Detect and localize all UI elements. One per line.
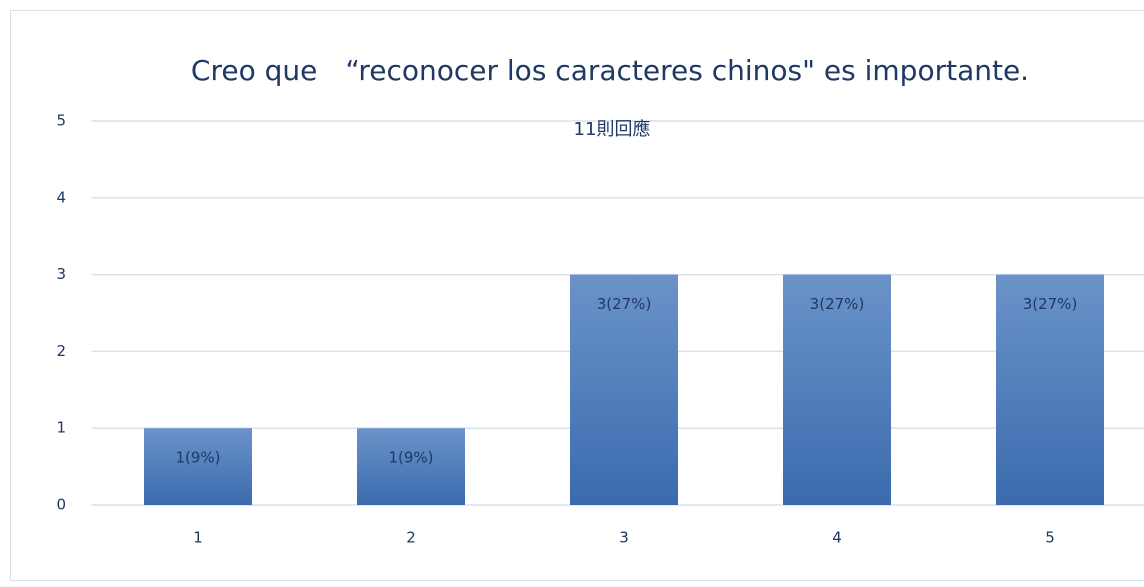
x-tick-label: 3	[619, 529, 629, 547]
data-label: 3(27%)	[1023, 295, 1078, 313]
y-tick-label: 4	[56, 188, 66, 206]
y-tick-label: 2	[56, 342, 66, 360]
x-tick-label: 2	[406, 529, 416, 547]
bar	[144, 428, 252, 505]
y-tick-label: 3	[56, 265, 66, 283]
bar	[783, 274, 891, 505]
data-label: 3(27%)	[810, 295, 865, 313]
y-tick-label: 0	[56, 496, 66, 514]
y-tick-label: 1	[56, 419, 66, 437]
bar	[357, 428, 465, 505]
bar	[570, 274, 678, 505]
data-label: 1(9%)	[388, 449, 433, 467]
x-tick-label: 5	[1045, 529, 1055, 547]
data-label: 1(9%)	[175, 449, 220, 467]
data-label: 3(27%)	[597, 295, 652, 313]
y-tick-label: 5	[56, 112, 66, 130]
chart-subtitle: 11則回應	[574, 118, 651, 140]
x-tick-label: 1	[193, 529, 203, 547]
x-tick-label: 4	[832, 529, 842, 547]
chart-title: Creo que “reconocer los caracteres chino…	[191, 54, 1029, 87]
bar	[996, 274, 1104, 505]
